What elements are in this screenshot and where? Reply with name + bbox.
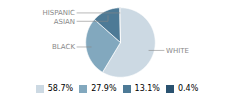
svg-text:WHITE: WHITE (166, 47, 189, 55)
svg-text:BLACK: BLACK (52, 43, 75, 51)
svg-text:HISPANIC: HISPANIC (42, 9, 75, 17)
html-text:13.1%: 13.1% (134, 84, 160, 93)
html-text:0.4%: 0.4% (178, 84, 199, 93)
html-text:27.9%: 27.9% (91, 84, 117, 93)
html-text:58.7%: 58.7% (47, 84, 74, 93)
svg-text:ASIAN: ASIAN (54, 18, 75, 26)
